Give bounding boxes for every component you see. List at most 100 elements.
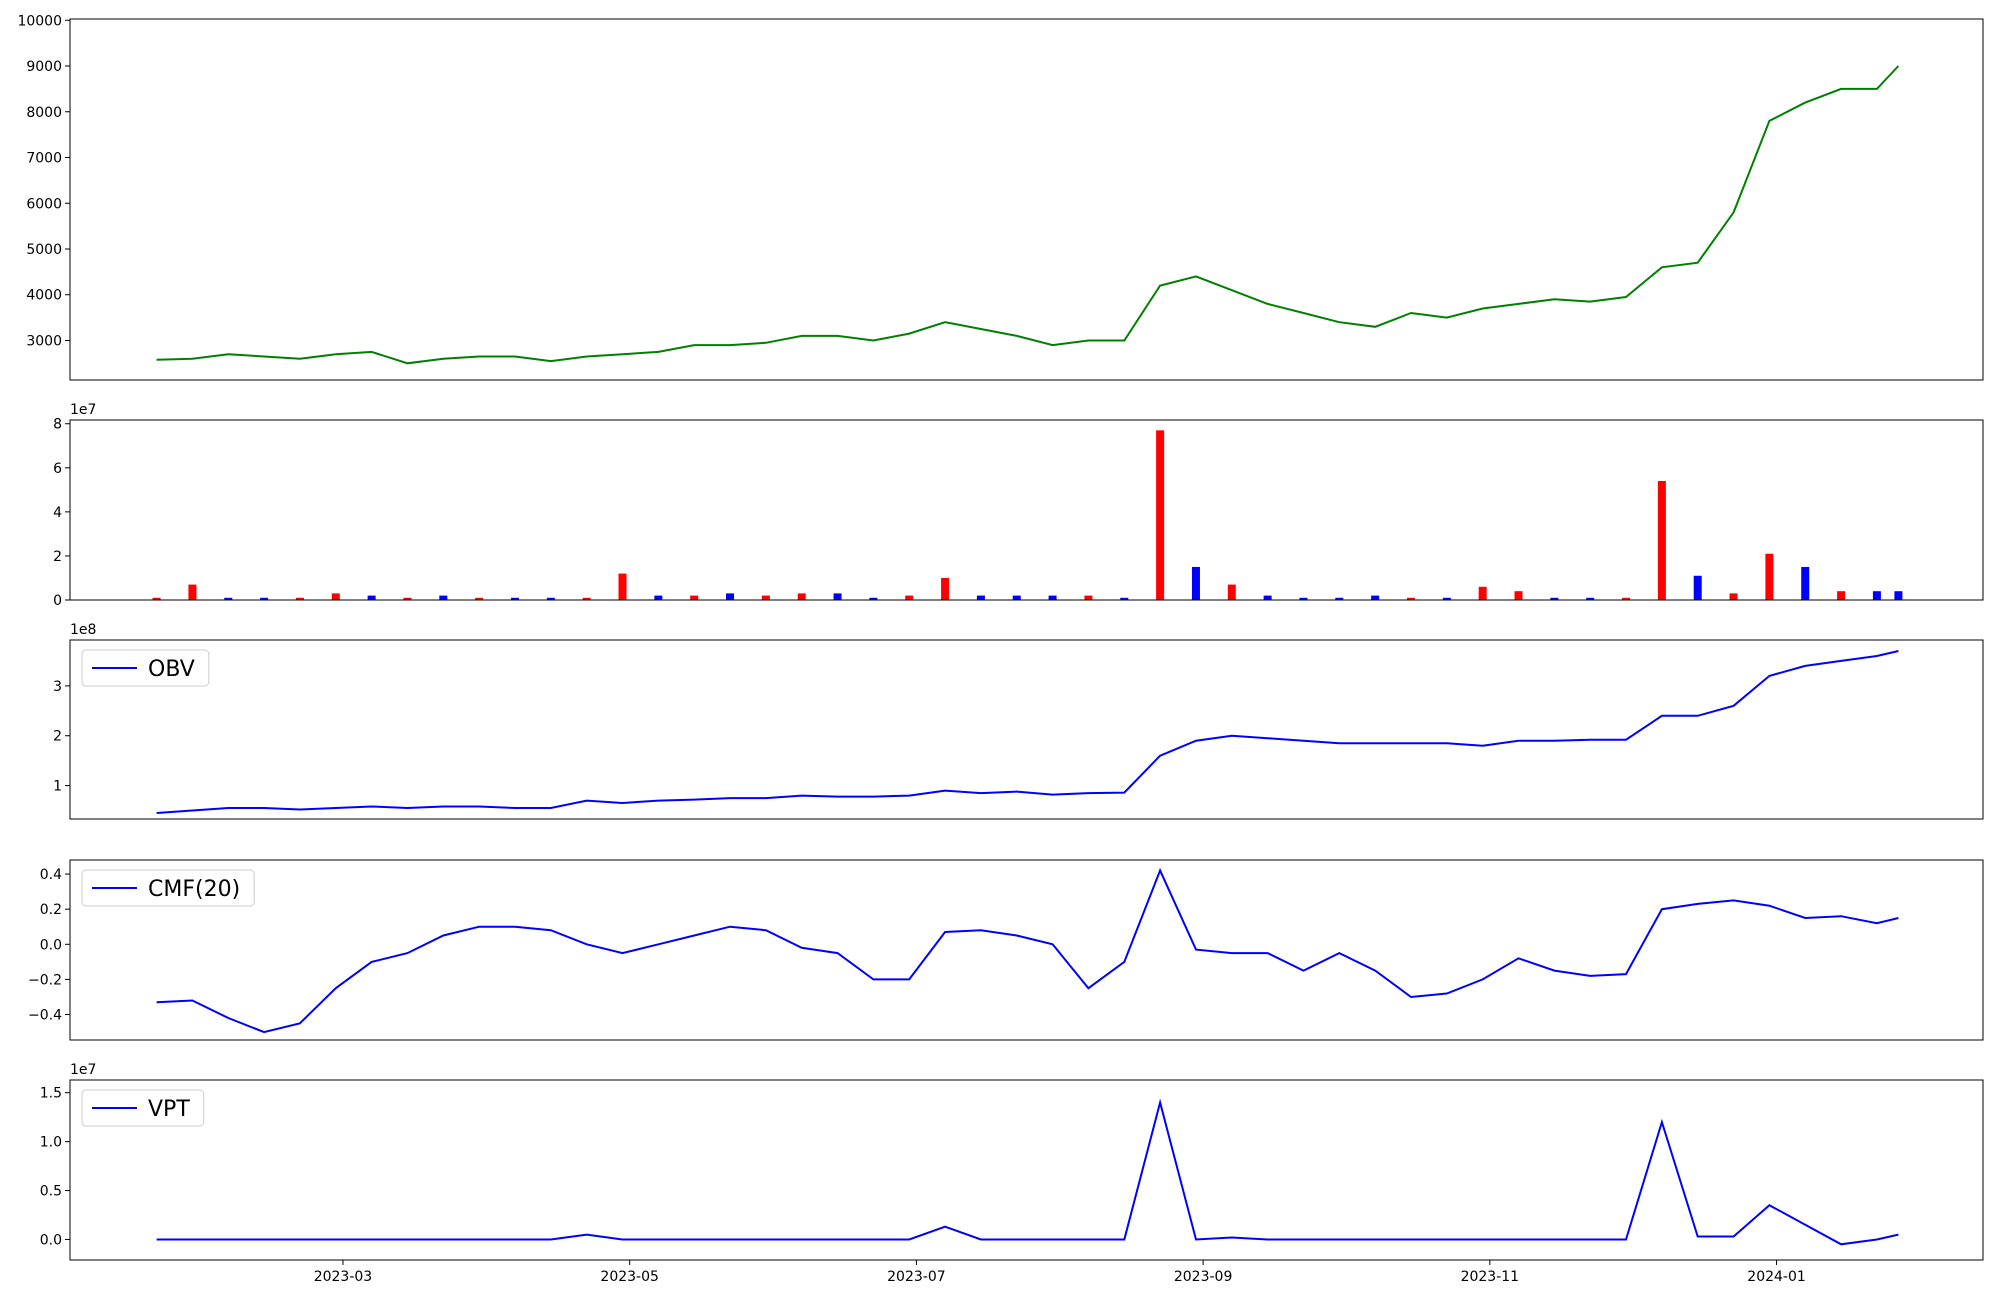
bar [1156,430,1165,600]
bar [1693,575,1702,600]
bar [1048,595,1057,600]
bar [295,597,304,600]
bar [1550,597,1559,600]
y-tick-label: 8000 [26,105,62,121]
legend-box [81,869,255,907]
bar [1586,597,1595,600]
x-tick-label: 2023-09 [1174,1269,1233,1285]
y-tick-label: −0.2 [28,972,62,988]
offset-label: 1e7 [70,1062,96,1078]
y-tick-label: 6 [53,461,62,477]
bar [510,597,519,600]
y-tick-label: 2 [53,729,62,745]
y-tick-label: 7000 [26,151,62,167]
line [156,867,1899,1034]
bar [1442,597,1451,600]
line [156,1098,1899,1246]
bar [1299,597,1308,600]
y-tick-label: 3 [53,679,62,695]
x-tick-label: 2023-11 [1461,1269,1520,1285]
bar [331,593,340,600]
axes-frame [69,18,1984,381]
y-tick-label: 6000 [26,196,62,212]
bar [1478,586,1487,600]
legend-box [81,1089,205,1127]
y-tick-label: 2 [53,549,62,565]
bar [1371,595,1380,600]
bar [188,584,197,600]
axes-frame [69,639,1984,820]
y-tick-label: 5000 [26,242,62,258]
legend-box [81,649,210,687]
bar [1191,566,1200,600]
bar [1872,591,1881,600]
y-tick-label: 4 [53,505,62,521]
y-tick-label: 1 [53,779,62,795]
bar [1335,597,1344,600]
bar [546,597,555,600]
bar [976,595,985,600]
bar [1765,553,1774,600]
y-tick-label: −0.4 [28,1008,62,1024]
bar [797,593,806,600]
legend-label: CMF(20) [148,877,240,902]
axes-frame [69,859,1984,1041]
bar [152,597,161,600]
y-tick-label: 4000 [26,288,62,304]
bar [1837,591,1846,600]
line [156,650,1899,814]
x-tick-label: 2023-05 [600,1269,659,1285]
offset-label: 1e8 [70,622,96,638]
y-tick-label: 8 [53,417,62,433]
legend-label: OBV [148,657,195,682]
x-tick-label: 2024-01 [1747,1269,1806,1285]
bar [941,577,950,600]
axes-frame [69,419,1984,601]
bar [403,597,412,600]
bar [1729,593,1738,600]
bar [367,595,376,600]
bar [761,595,770,600]
legend-label: VPT [148,1097,190,1122]
bar [1894,591,1903,600]
bar [869,597,878,600]
y-tick-label: 10000 [17,13,62,29]
bar [726,593,735,600]
y-tick-label: 0.5 [40,1184,62,1200]
offset-label: 1e7 [70,402,96,418]
y-tick-label: 0.0 [40,937,62,953]
x-tick-label: 2023-03 [314,1269,373,1285]
y-tick-label: 1.5 [40,1086,62,1102]
bar [1012,595,1021,600]
bar [690,595,699,600]
bar [224,597,233,600]
bar [833,593,842,600]
bar [1622,597,1631,600]
bar [1084,595,1093,600]
bar [1657,481,1666,600]
bar [475,597,484,600]
y-tick-label: 1.0 [40,1135,62,1151]
bar [1406,597,1415,600]
y-tick-label: 0.4 [40,867,62,883]
y-tick-label: 0.2 [40,902,62,918]
bar [618,573,627,600]
bar [1120,597,1129,600]
line [156,65,1900,365]
x-tick-label: 2023-07 [887,1269,946,1285]
y-tick-label: 0 [53,593,62,609]
bar [582,597,591,600]
bar [1263,595,1272,600]
axes-frame [69,1079,1984,1261]
y-tick-label: 9000 [26,59,62,75]
bar [905,595,914,600]
bar [1514,591,1523,600]
bar [654,595,663,600]
y-tick-label: 3000 [26,333,62,349]
bar [1801,566,1810,600]
bar [260,597,269,600]
bar [439,595,448,600]
y-tick-label: 0.0 [40,1232,62,1248]
bar [1227,584,1236,600]
